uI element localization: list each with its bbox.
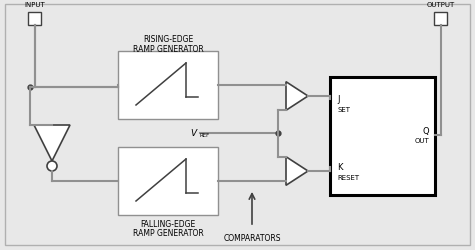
Bar bbox=[28, 13, 41, 26]
Text: OUTPUT: OUTPUT bbox=[427, 2, 455, 8]
Text: RESET: RESET bbox=[337, 174, 359, 180]
Text: INPUT: INPUT bbox=[24, 2, 45, 8]
Text: K: K bbox=[337, 163, 342, 172]
Text: COMPARATORS: COMPARATORS bbox=[223, 233, 281, 242]
Text: OUT: OUT bbox=[414, 138, 429, 143]
Polygon shape bbox=[286, 157, 308, 186]
Polygon shape bbox=[34, 126, 70, 161]
Text: Q: Q bbox=[422, 127, 429, 136]
Text: FALLING-EDGE: FALLING-EDGE bbox=[141, 220, 196, 228]
Text: J: J bbox=[337, 95, 340, 104]
Bar bbox=[118, 52, 218, 120]
Bar bbox=[434, 13, 447, 26]
Polygon shape bbox=[286, 82, 308, 111]
Text: RAMP GENERATOR: RAMP GENERATOR bbox=[133, 44, 203, 53]
Text: V: V bbox=[190, 129, 196, 138]
Text: SET: SET bbox=[337, 106, 350, 112]
Bar bbox=[118, 148, 218, 215]
Bar bbox=[330, 78, 435, 195]
Circle shape bbox=[47, 161, 57, 171]
Text: RAMP GENERATOR: RAMP GENERATOR bbox=[133, 228, 203, 237]
Text: RISING-EDGE: RISING-EDGE bbox=[143, 35, 193, 44]
Text: REF: REF bbox=[199, 133, 209, 138]
